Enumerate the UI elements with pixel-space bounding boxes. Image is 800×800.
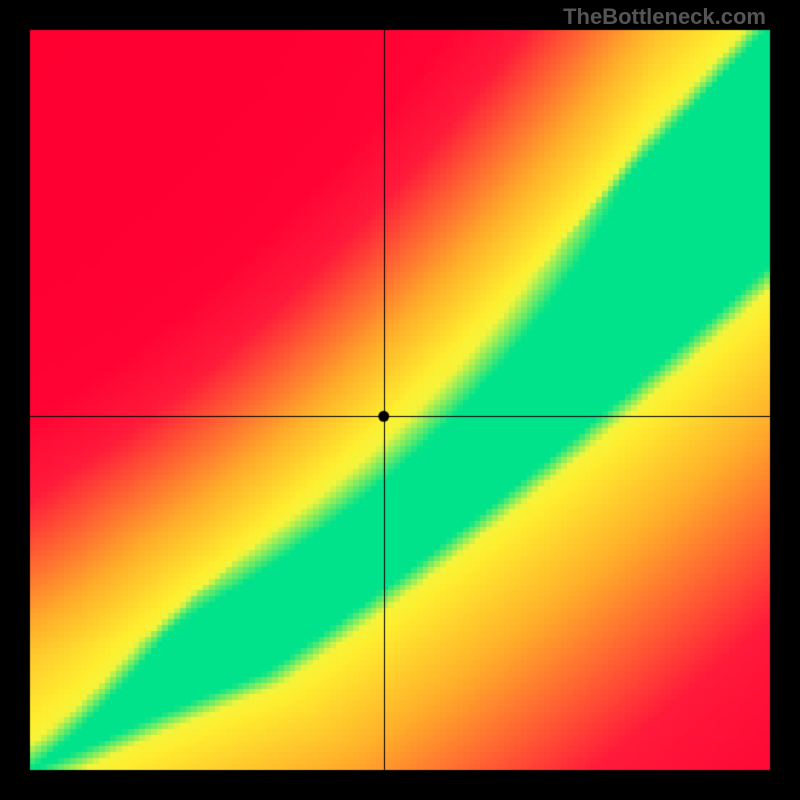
watermark-text: TheBottleneck.com	[563, 4, 766, 30]
chart-container: TheBottleneck.com	[0, 0, 800, 800]
heatmap-canvas	[0, 0, 800, 800]
